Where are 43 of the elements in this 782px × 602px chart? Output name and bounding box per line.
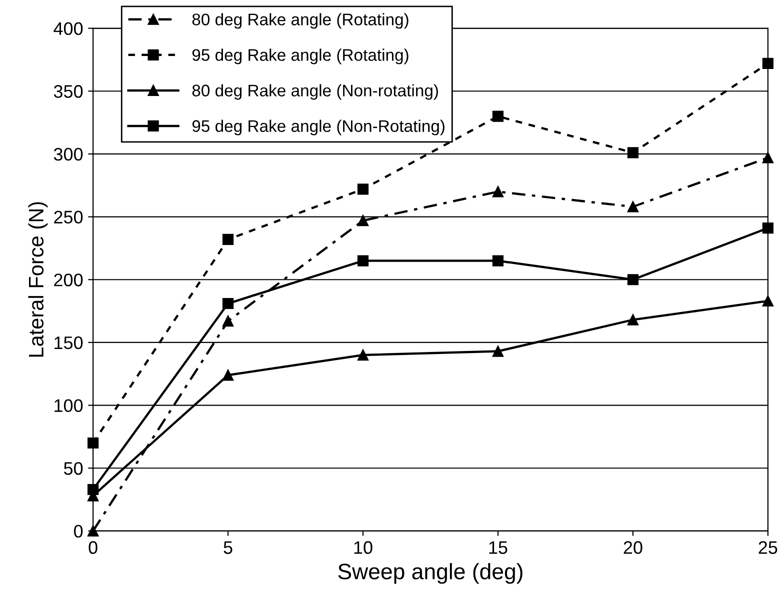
legend-label: 95 deg Rake angle (Rotating) [192,48,408,64]
x-tick-label: 20 [624,541,642,554]
legend-label: 95 deg Rake angle (Non-Rotating) [192,120,444,136]
x-tick-label: 5 [224,541,232,554]
y-axis-title: Lateral Force (N) [28,202,48,357]
point [762,222,774,234]
point [357,215,369,226]
y-tick-label: 400 [54,22,83,36]
point [492,255,504,266]
point [222,234,234,245]
point [357,349,369,361]
point [627,314,639,326]
point [492,346,504,357]
point [88,484,99,496]
legend-label: 80 deg Rake angle (Rotating) [192,13,408,29]
y-tick-label: 100 [54,399,83,412]
point [222,298,234,310]
x-tick-label: 25 [758,541,778,554]
point [627,147,639,158]
x-tick-label: 15 [489,541,508,554]
point [762,152,774,164]
point [627,274,639,286]
y-tick-label: 200 [54,274,83,286]
y-tick-label: 50 [64,462,83,475]
point [222,370,234,381]
y-tick-label: 350 [54,85,83,98]
point [88,437,99,449]
point [222,316,234,327]
x-axis-title: Sweep angle (deg) [338,563,522,584]
x-tick-label: 0 [88,541,98,554]
legend-label: 80 deg Rake angle (Non-rotating) [192,84,438,100]
point [357,255,369,266]
point [762,58,774,70]
y-tick-label: 150 [54,336,83,350]
point [492,110,504,122]
point [88,525,99,537]
x-tick-label: 10 [354,541,372,554]
point [627,201,639,212]
y-tick-label: 250 [54,210,83,224]
y-tick-label: 300 [54,148,83,161]
y-tick-label: 0 [74,524,83,538]
point [357,184,369,195]
point [492,186,504,198]
